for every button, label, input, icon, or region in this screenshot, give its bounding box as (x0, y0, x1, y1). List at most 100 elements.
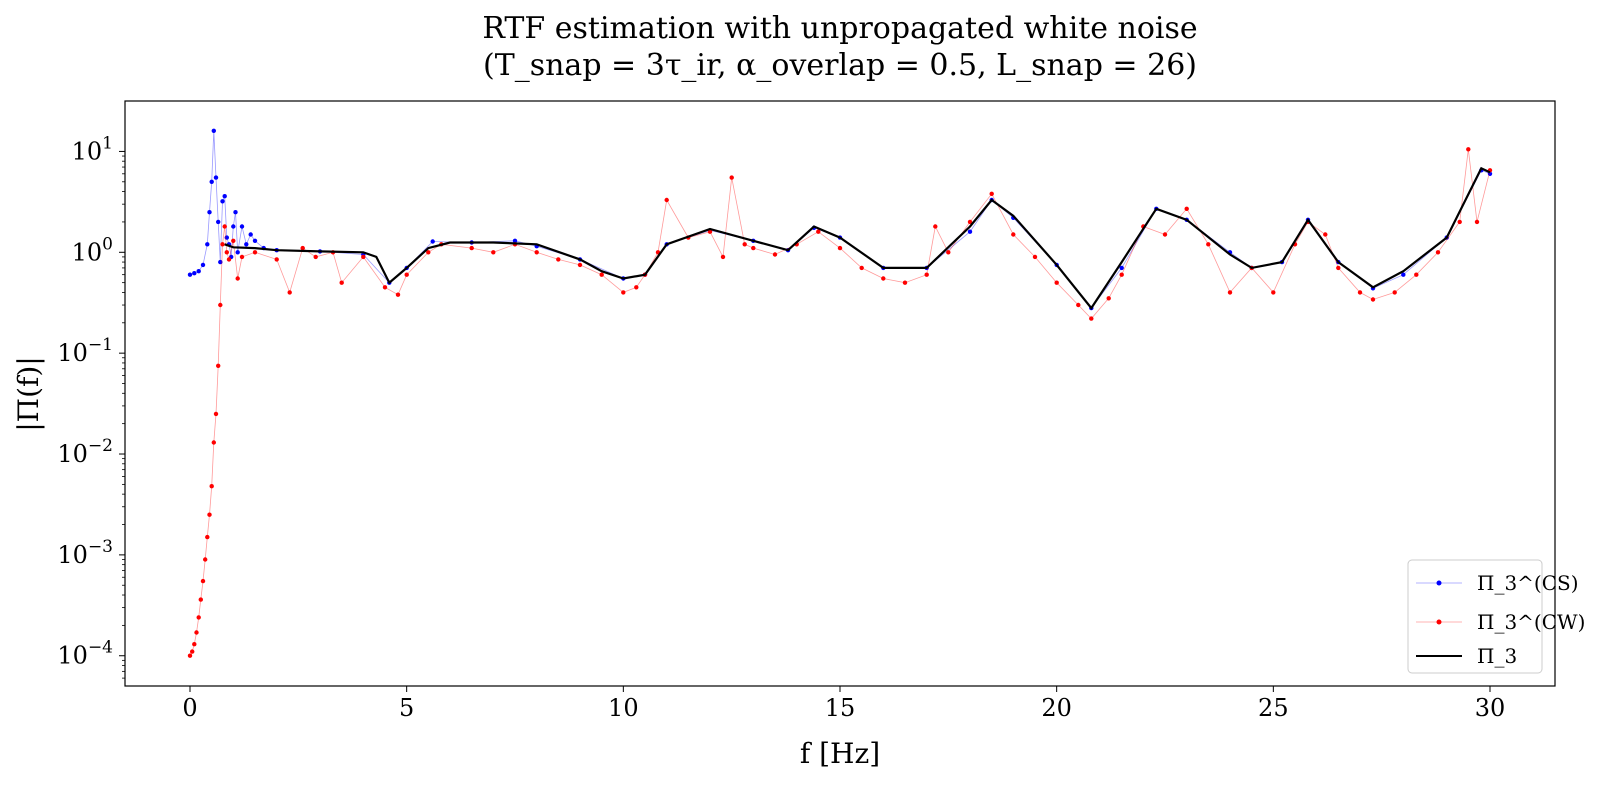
series-1-point-88 (1457, 219, 1462, 225)
y-axis-title: |Π(f)| (12, 356, 45, 432)
series-0-point-4 (205, 242, 210, 247)
series-1-point-71 (1119, 272, 1124, 277)
series-0-point-49 (1119, 265, 1124, 271)
series-1-point-24 (287, 290, 292, 295)
series-1-point-16 (222, 224, 227, 229)
series-1-point-81 (1323, 232, 1328, 237)
series-1-point-86 (1414, 272, 1419, 277)
series-0-point-11 (220, 199, 225, 204)
series-line-1 (189, 149, 1491, 656)
series-0-point-8 (213, 175, 219, 180)
series-1-point-70 (1106, 296, 1111, 301)
series-1-point-12 (213, 411, 219, 417)
series-1-point-65 (1011, 232, 1016, 237)
series-1-point-67 (1054, 280, 1059, 285)
series-1-3-cw (187, 147, 1493, 658)
series-1-point-90 (1474, 219, 1480, 225)
series-1-point-1 (190, 649, 195, 654)
series-1-point-78 (1271, 290, 1276, 295)
series-0-point-12 (222, 194, 227, 199)
series-1-point-73 (1162, 232, 1168, 237)
series-0-point-13 (224, 235, 229, 240)
series-0-point-2 (196, 269, 201, 274)
series-1-point-42 (621, 290, 626, 295)
series-1-point-57 (859, 265, 864, 271)
series-1-point-85 (1392, 290, 1397, 295)
series-0-point-5 (207, 210, 212, 215)
series-1-point-20 (235, 276, 240, 281)
series-1-point-40 (577, 262, 583, 268)
series-1-point-19 (231, 238, 236, 243)
series-1-point-18 (226, 257, 232, 262)
series-1-point-35 (469, 245, 474, 251)
series-1-point-32 (404, 272, 409, 277)
series-1-point-33 (426, 250, 431, 255)
series-1-point-36 (491, 250, 496, 255)
series-1-point-74 (1184, 206, 1189, 211)
series-0-point-19 (239, 224, 245, 229)
series-1-point-22 (252, 250, 258, 255)
series-1-point-63 (967, 219, 973, 225)
series-1-point-7 (203, 557, 208, 562)
series-1-point-60 (924, 272, 929, 277)
plot-frame (124, 100, 1556, 687)
x-axis-title: f [Hz] (800, 737, 880, 770)
series-0-point-20 (244, 242, 249, 247)
chart-subtitle: (T_snap = 3τ_ir, α_overlap = 0.5, L_snap… (483, 48, 1197, 83)
series-1-point-83 (1357, 290, 1363, 295)
series-1-point-5 (198, 597, 203, 602)
series-0-point-21 (248, 232, 253, 237)
series-1-point-25 (300, 245, 305, 251)
x-tick-label-1: 5 (399, 694, 414, 722)
series-1-point-61 (933, 224, 938, 229)
series-1-point-84 (1370, 297, 1376, 302)
series-1-point-56 (837, 245, 843, 251)
y-tick-label-5: 10−4 (57, 638, 113, 670)
series-1-point-50 (729, 175, 734, 180)
series-0-point-7 (211, 128, 216, 133)
series-1-point-14 (218, 302, 223, 308)
x-tick-label-0: 0 (182, 694, 197, 722)
series-1-point-9 (207, 512, 212, 517)
series-0-point-1 (192, 271, 197, 276)
series-0-point-18 (235, 250, 240, 255)
series-0-point-44 (967, 229, 973, 234)
series-1-point-2 (192, 642, 197, 647)
series-1-point-0 (187, 653, 193, 658)
series-1-point-29 (361, 254, 366, 260)
series-1-point-13 (216, 363, 221, 368)
legend-marker-cw (1436, 619, 1442, 625)
series-1-point-46 (664, 197, 669, 203)
y-tick-label-0: 101 (72, 133, 113, 165)
series-1-point-55 (816, 229, 821, 234)
legend-label-pi3: Π_3 (1477, 644, 1517, 668)
y-ticks: 101 100 10−1 10−2 10−3 10−4 (57, 133, 125, 679)
series-1-point-15 (220, 242, 225, 247)
series-1-point-11 (211, 440, 216, 445)
series-0-point-6 (209, 179, 214, 184)
series-1-point-69 (1089, 316, 1094, 321)
plot-content (187, 128, 1493, 658)
series-0-point-3 (200, 262, 206, 268)
series-1-point-39 (556, 257, 561, 262)
series-1-point-31 (395, 292, 401, 297)
series-1-point-8 (205, 534, 210, 540)
series-0-point-29 (430, 239, 435, 244)
legend-box (1407, 559, 1543, 674)
series-1-point-41 (599, 272, 604, 277)
series-1-point-53 (772, 252, 778, 257)
x-tick-label-3: 15 (825, 694, 856, 722)
series-1-point-4 (196, 615, 201, 620)
series-1-point-17 (224, 250, 229, 255)
series-0-point-16 (231, 224, 236, 229)
series-1-point-75 (1206, 242, 1211, 247)
series-1-point-51 (742, 242, 747, 247)
series-1-point-62 (946, 250, 951, 255)
chart-title: RTF estimation with unpropagated white n… (482, 11, 1197, 46)
series-1-point-64 (989, 191, 994, 196)
series-1-point-87 (1435, 250, 1441, 255)
series-0-point-10 (218, 259, 223, 265)
legend-label-cw: Π_3^(CW) (1477, 610, 1585, 634)
